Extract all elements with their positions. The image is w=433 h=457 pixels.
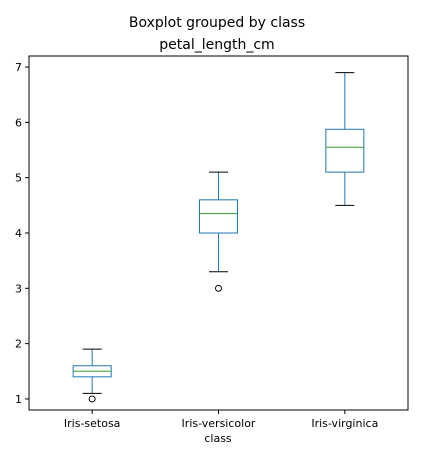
y-tick-label: 2	[15, 338, 22, 351]
x-tick-label: Iris-virginica	[311, 417, 378, 430]
box-iqr	[325, 128, 365, 173]
y-tick-label: 1	[15, 393, 22, 406]
x-tick-label: Iris-setosa	[64, 417, 121, 430]
box-iqr	[199, 199, 238, 234]
x-tick-label: Iris-versicolor	[182, 417, 256, 430]
box-group	[72, 72, 365, 403]
x-axis: Iris-setosa Iris-versicolor Iris-virginica	[64, 410, 378, 430]
chart-title: petal_length_cm	[159, 37, 274, 53]
y-tick-label: 7	[15, 61, 22, 74]
y-tick-label: 3	[15, 282, 22, 295]
outlier-point	[88, 395, 96, 403]
y-tick-label: 5	[15, 172, 22, 185]
y-tick-label: 6	[15, 116, 22, 129]
outlier-point	[215, 284, 222, 292]
y-tick-label: 4	[15, 227, 22, 240]
y-axis: 1 2 3 4 5 6 7	[15, 61, 29, 406]
x-axis-label: class	[204, 432, 232, 445]
figure-suptitle: Boxplot grouped by class	[129, 15, 305, 31]
